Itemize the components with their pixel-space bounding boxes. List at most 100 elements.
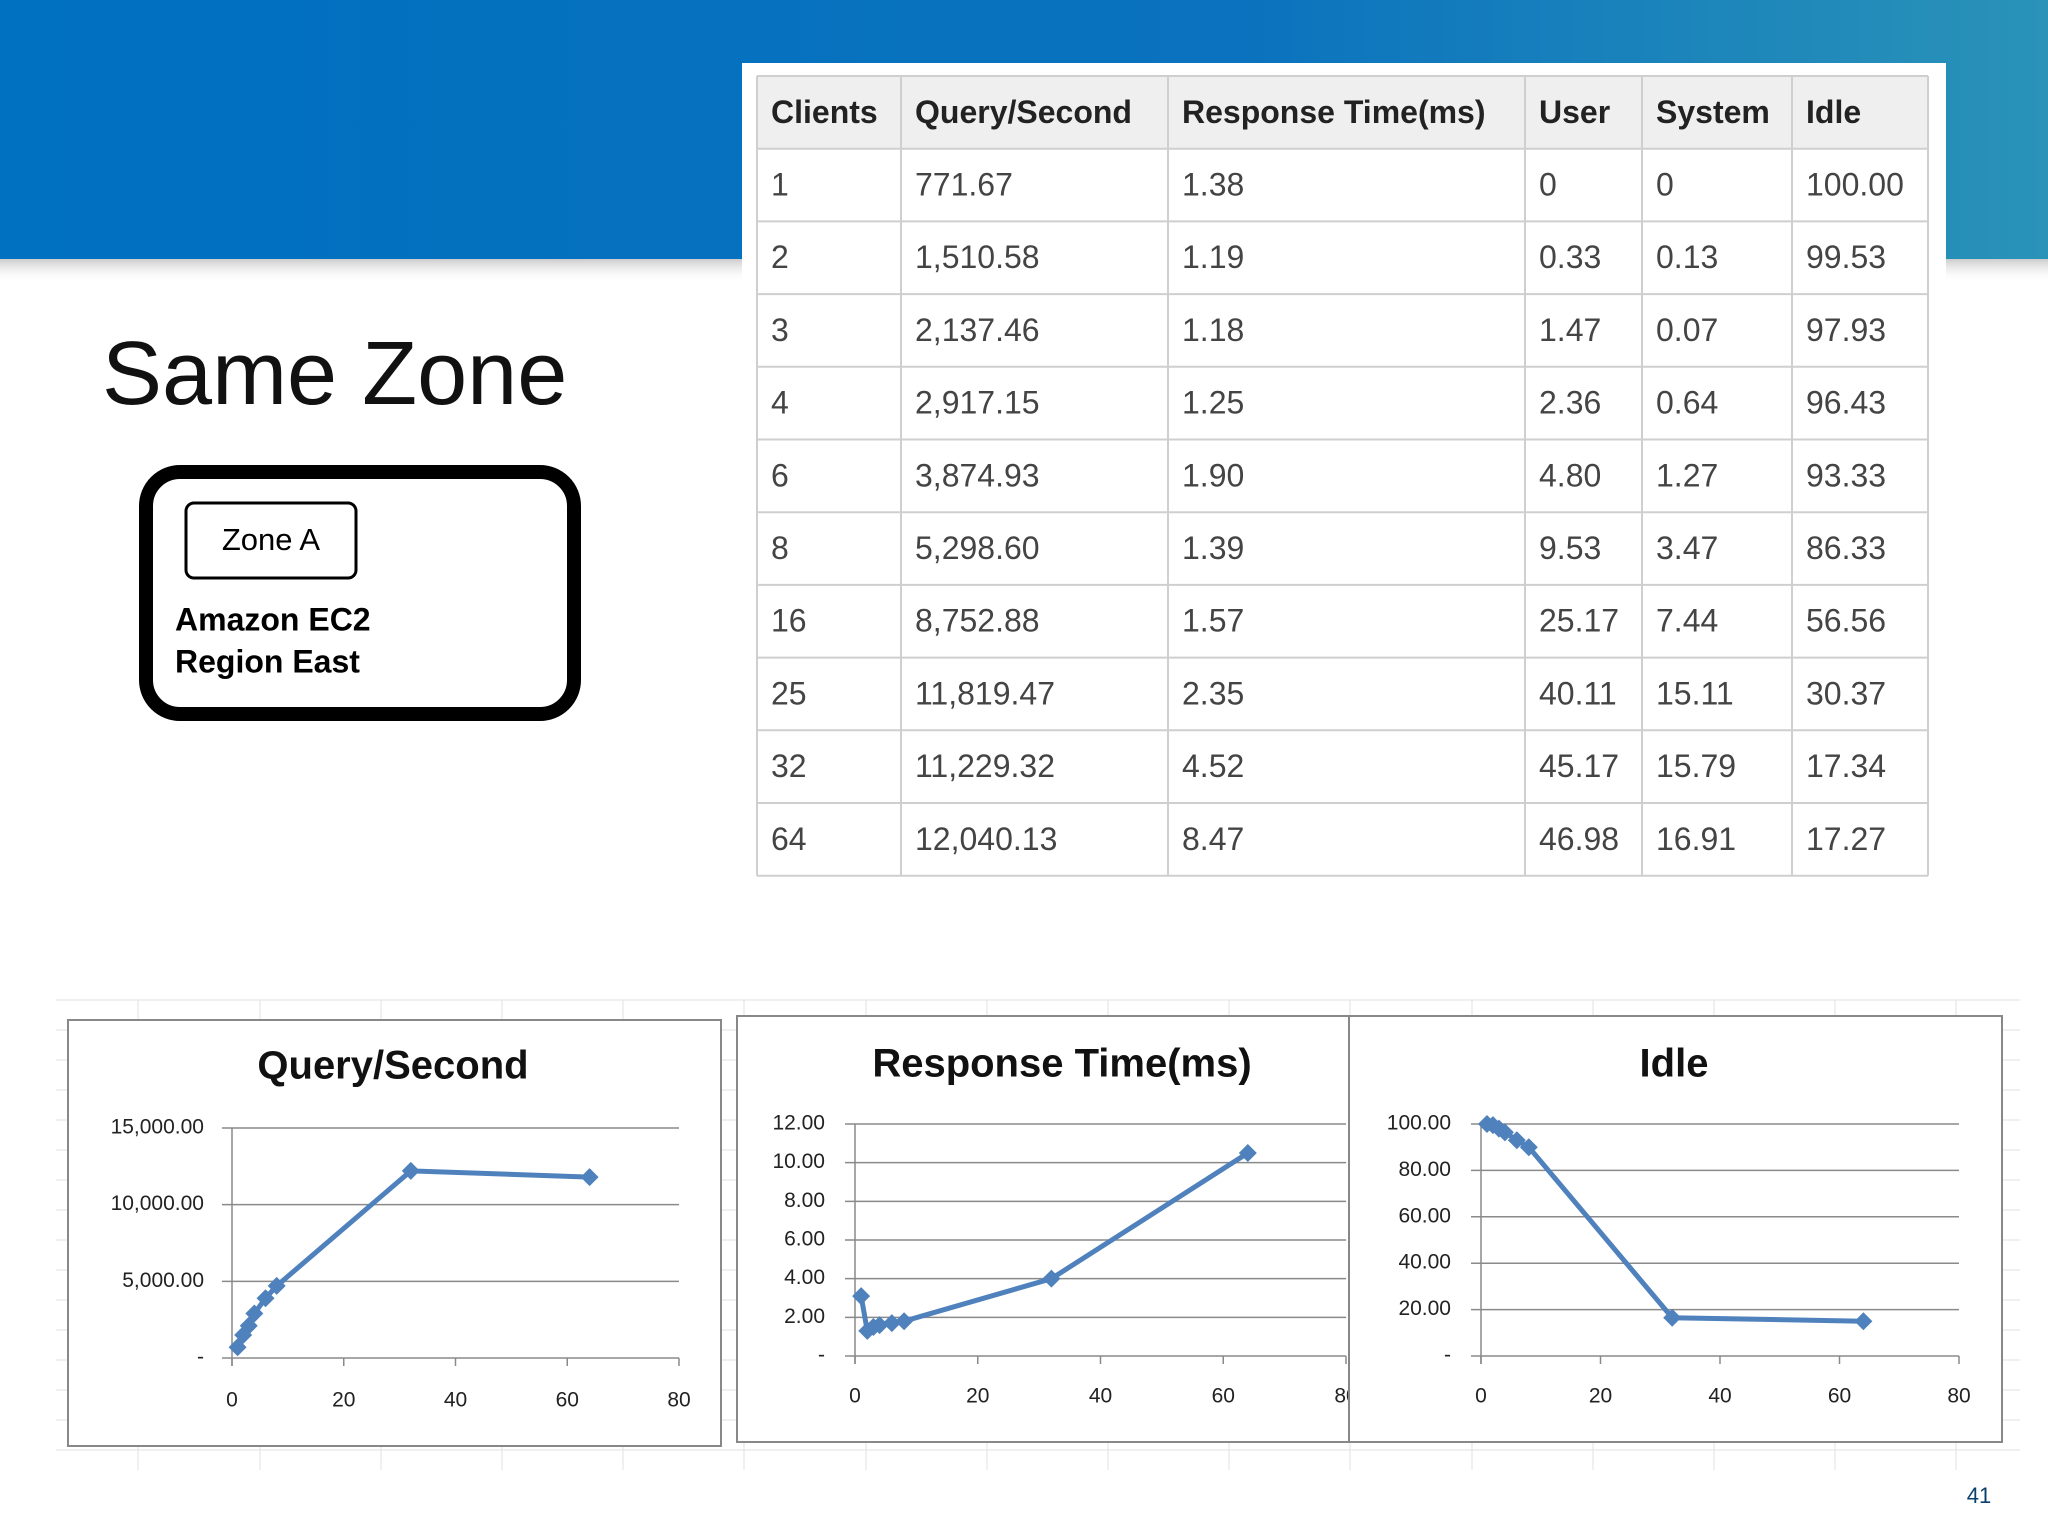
x-tick-label: 40 xyxy=(1089,1385,1112,1408)
table-cell: 0.13 xyxy=(1656,239,1718,275)
table-cell: 7.44 xyxy=(1656,603,1718,639)
x-tick-label: 60 xyxy=(1828,1385,1851,1408)
data-point xyxy=(1519,1138,1538,1157)
table-cell: 86.33 xyxy=(1806,530,1886,566)
table-cell: 4.52 xyxy=(1182,748,1244,784)
x-tick-label: 20 xyxy=(332,1389,355,1412)
data-point xyxy=(256,1289,275,1308)
table-cell: 45.17 xyxy=(1539,748,1619,784)
chart-title: Response Time(ms) xyxy=(872,1042,1251,1086)
x-tick-label: 40 xyxy=(1708,1385,1731,1408)
table-cell: 25.17 xyxy=(1539,603,1619,639)
table-cell: 3.47 xyxy=(1656,530,1718,566)
table-cell: 2.35 xyxy=(1182,675,1244,711)
data-point xyxy=(1507,1131,1526,1150)
table-cell: 6 xyxy=(771,457,789,493)
table-cell: 25 xyxy=(771,675,807,711)
data-point xyxy=(245,1304,264,1323)
table-cell: 32 xyxy=(771,748,807,784)
table-cell: 8 xyxy=(771,530,789,566)
table-cell: 1,510.58 xyxy=(915,239,1040,275)
zone-a-box xyxy=(184,501,358,580)
data-point xyxy=(267,1276,286,1295)
y-tick-label: 15,000.00 xyxy=(111,1116,204,1139)
x-tick-label: 20 xyxy=(966,1385,989,1408)
table-cell: 2,917.15 xyxy=(915,385,1040,421)
table-cell: 1.47 xyxy=(1539,312,1601,348)
zone-label: Zone A xyxy=(222,522,321,557)
x-tick-label: 40 xyxy=(444,1389,467,1412)
table-cell: 1.38 xyxy=(1182,167,1244,203)
table-cell: 64 xyxy=(771,821,807,857)
data-point xyxy=(1854,1312,1873,1331)
chart-frame xyxy=(1348,1015,2003,1443)
table-cell: 1.19 xyxy=(1182,239,1244,275)
x-tick-label: 80 xyxy=(667,1389,690,1412)
y-tick-label: 4.00 xyxy=(784,1266,825,1289)
table-cell: 5,298.60 xyxy=(915,530,1040,566)
page-number: 41 xyxy=(1967,1483,1991,1508)
chart: Response Time(ms) - 2.00 4.00 6.00 8.00 10.00 1… xyxy=(736,1015,1358,1443)
y-tick-label: - xyxy=(197,1346,204,1369)
table-cell: 99.53 xyxy=(1806,239,1886,275)
x-tick-label: 0 xyxy=(849,1385,861,1408)
y-tick-label: 10,000.00 xyxy=(111,1192,204,1215)
y-tick-label: - xyxy=(1444,1344,1451,1367)
y-tick-label: 5,000.00 xyxy=(122,1269,204,1292)
table-header: Clients xyxy=(771,94,878,130)
x-tick-label: 0 xyxy=(226,1389,238,1412)
y-tick-label: 12.00 xyxy=(772,1112,825,1135)
table-cell: 17.27 xyxy=(1806,821,1886,857)
table-cell: 3 xyxy=(771,312,789,348)
data-point xyxy=(870,1316,889,1335)
data-point xyxy=(401,1161,420,1180)
data-point xyxy=(895,1312,914,1331)
table-cell: 0.33 xyxy=(1539,239,1601,275)
y-tick-label: 20.00 xyxy=(1398,1297,1451,1320)
table-cell: 0 xyxy=(1539,167,1557,203)
table-cell: 12,040.13 xyxy=(915,821,1057,857)
y-tick-label: 40.00 xyxy=(1398,1251,1451,1274)
chart: Idle - 20.00 40.00 60.00 80.00 100.00 0 20 40 60 80 xyxy=(1348,1015,2003,1443)
table-cell: 1.39 xyxy=(1182,530,1244,566)
table-cell: 1.57 xyxy=(1182,603,1244,639)
table-cell: 2.36 xyxy=(1539,385,1601,421)
table-header: Response Time(ms) xyxy=(1182,94,1486,130)
table-cell: 1.90 xyxy=(1182,457,1244,493)
chart: Query/Second - 5,000.00 10,000.00 15,000.00 0… xyxy=(67,1019,722,1447)
data-point xyxy=(580,1168,599,1187)
table-header: Query/Second xyxy=(915,94,1132,130)
table-cell: 2,137.46 xyxy=(915,312,1040,348)
table-cell: 4.80 xyxy=(1539,457,1601,493)
table-cell: 2 xyxy=(771,239,789,275)
table-cell: 46.98 xyxy=(1539,821,1619,857)
table-cell: 771.67 xyxy=(915,167,1013,203)
table-cell: 11,229.32 xyxy=(915,748,1055,784)
data-point xyxy=(1495,1123,1514,1142)
table-cell: 93.33 xyxy=(1806,457,1886,493)
data-point xyxy=(1663,1308,1682,1327)
table-cell: 11,819.47 xyxy=(915,675,1055,711)
y-tick-label: 60.00 xyxy=(1398,1204,1451,1227)
chart-frame xyxy=(736,1015,1350,1443)
table-cell: 1.27 xyxy=(1656,457,1718,493)
table-cell: 0.64 xyxy=(1656,385,1718,421)
y-tick-label: 6.00 xyxy=(784,1228,825,1251)
x-tick-label: 60 xyxy=(1212,1385,1235,1408)
table-cell: 0.07 xyxy=(1656,312,1718,348)
chart-frame xyxy=(67,1019,722,1447)
table-cell: 8,752.88 xyxy=(915,603,1040,639)
table-header: Idle xyxy=(1806,94,1861,130)
table-panel xyxy=(742,63,1946,888)
data-point xyxy=(1238,1144,1257,1162)
y-tick-label: 8.00 xyxy=(784,1189,825,1212)
table-cell: 40.11 xyxy=(1539,675,1617,711)
table-cell: 100.00 xyxy=(1806,167,1904,203)
x-tick-label: 0 xyxy=(1475,1385,1487,1408)
table-cell: 16 xyxy=(771,603,807,639)
table-header-bg xyxy=(757,76,1928,149)
table-cell: 9.53 xyxy=(1539,530,1601,566)
table-cell: 17.34 xyxy=(1806,748,1886,784)
table-cell: 1 xyxy=(771,167,789,203)
table-cell: 1.18 xyxy=(1182,312,1244,348)
